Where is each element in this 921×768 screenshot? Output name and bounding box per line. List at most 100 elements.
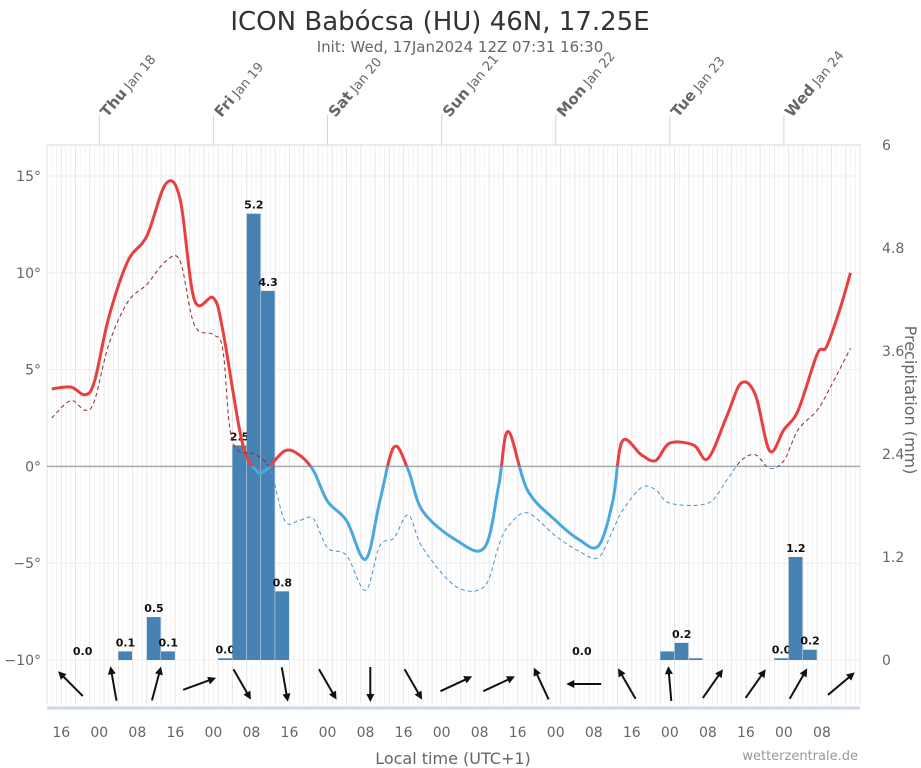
wind-arrow-shaft (109, 669, 118, 701)
wind-arrow-head (282, 693, 291, 702)
x-tick-label: 08 (585, 725, 603, 741)
precip-bar (275, 591, 289, 660)
wind-arrow-shaft (482, 676, 513, 693)
wind-arrow-head (463, 676, 473, 684)
x-tick-label: 00 (204, 725, 222, 741)
precip-label: 0.0 (772, 643, 792, 656)
x-tick-label: 16 (281, 725, 299, 741)
y-tick-label: 15° (16, 169, 41, 185)
day-date: Jan 24 (809, 48, 847, 90)
wind-arrow-icon (366, 667, 375, 702)
day-weekday: Thu (97, 85, 131, 121)
wind-arrow-shaft (534, 669, 550, 700)
wind-arrow-head (566, 680, 575, 688)
x-axis-label: Local time (UTC+1) (375, 749, 531, 768)
y-tick-label: 5° (25, 363, 41, 379)
precip-bar (218, 658, 232, 660)
y-tick-label: −5° (13, 556, 41, 572)
wind-arrow-icon (702, 669, 723, 699)
day-weekday: Sun (439, 84, 473, 120)
wind-arrow-shaft (182, 677, 214, 691)
precip-bar (232, 445, 247, 660)
day-label: SunJan 21 (439, 50, 502, 120)
wind-arrow-head (618, 668, 626, 678)
precip-bar (674, 642, 689, 660)
precip-label: 0.1 (116, 636, 136, 649)
wind-arrow-shaft (744, 671, 765, 699)
day-label: ThuJan 18 (97, 51, 160, 121)
x-tick-label: 00 (775, 725, 793, 741)
day-weekday: Fri (211, 92, 239, 120)
wind-arrow-shaft (403, 668, 422, 698)
day-date: Jan 21 (464, 52, 502, 94)
wind-arrow-icon (107, 666, 118, 701)
wind-arrow-icon (827, 672, 855, 696)
day-label: FriJan 19 (211, 58, 268, 121)
wind-arrow-head (799, 668, 808, 678)
precip-bar (802, 649, 817, 660)
wind-arrow-shaft (618, 670, 637, 700)
day-label: SatJan 20 (325, 53, 386, 120)
precip-label: 0.0 (572, 645, 592, 658)
precip-bar (774, 658, 789, 660)
day-date: Jan 19 (229, 60, 267, 102)
day-date: Jan 20 (347, 55, 385, 97)
chart-title: ICON Babócsa (HU) 46N, 17.25E (230, 7, 649, 37)
y-right-tick-label: 3.6 (882, 344, 904, 360)
precip-label: 1.2 (786, 542, 806, 555)
wind-arrow-icon (744, 669, 766, 699)
wind-arrow-icon (440, 676, 473, 693)
wind-arrow-shaft (440, 676, 470, 693)
day-weekday: Mon (553, 81, 590, 120)
x-tick-label: 08 (128, 725, 146, 741)
chart-subtitle: Init: Wed, 17Jan2024 12Z 07:31 16:30 (317, 38, 604, 56)
temperature-line-above-zero (51, 179, 852, 467)
precip-label: 4.3 (258, 276, 278, 289)
x-tick-label: 08 (813, 725, 831, 741)
wind-arrow-shaft (232, 668, 251, 698)
x-tick-label: 00 (661, 725, 679, 741)
wind-arrow-head (243, 690, 251, 700)
x-tick-label: 00 (90, 725, 108, 741)
precip-label: 0.0 (73, 645, 93, 658)
wind-arrow-shaft (59, 672, 84, 697)
precip-bar (146, 617, 161, 660)
precip-bar (788, 557, 803, 660)
wind-arrow-shaft (280, 667, 289, 699)
wind-arrow-head (664, 666, 673, 675)
precip-bar (688, 658, 703, 660)
day-label: TueJan 23 (667, 52, 728, 120)
wind-arrow-icon (618, 668, 637, 700)
wind-arrow-shaft (318, 668, 336, 698)
x-tick-label: 08 (699, 725, 717, 741)
day-weekday: Sat (325, 87, 357, 120)
day-date: Jan 23 (690, 54, 728, 96)
dew_point-line-below-zero (268, 466, 780, 592)
x-tick-label: 00 (433, 725, 451, 741)
x-tick-label: 16 (395, 725, 413, 741)
x-tick-label: 16 (737, 725, 755, 741)
wind-arrow-icon (664, 666, 673, 702)
day-date: Jan 18 (121, 52, 159, 94)
wind-arrow-shaft (150, 669, 162, 701)
day-weekday: Tue (667, 86, 700, 120)
wind-arrow-icon (566, 680, 602, 688)
precip-label: 0.8 (273, 576, 293, 589)
precip-label: 0.5 (144, 602, 164, 615)
x-tick-label: 16 (52, 725, 70, 741)
wind-arrow-head (107, 666, 116, 675)
y-tick-label: −10° (4, 653, 41, 669)
day-label: MonJan 22 (553, 47, 619, 120)
day-label: WedJan 24 (781, 46, 847, 120)
wind-arrow-head (506, 676, 515, 684)
wind-arrow-icon (533, 667, 550, 700)
wind-arrow-shaft (788, 670, 807, 700)
wind-arrow-head (207, 676, 217, 685)
precip-bar (118, 651, 133, 660)
wind-arrow-head (414, 690, 423, 700)
precip-label: 5.2 (244, 199, 264, 212)
x-tick-label: 16 (166, 725, 184, 741)
wind-arrow-shaft (702, 671, 723, 699)
wind-arrow-shaft (667, 668, 673, 702)
precip-label: 0.0 (216, 643, 236, 656)
